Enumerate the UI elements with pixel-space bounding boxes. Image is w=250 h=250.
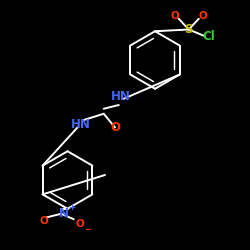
Text: −: − [84,225,91,234]
Text: HN: HN [111,90,131,103]
Text: Cl: Cl [202,30,215,43]
Text: O: O [40,216,48,226]
Text: N: N [59,207,69,220]
Text: O: O [76,219,84,229]
Text: HN: HN [71,118,91,132]
Text: S: S [184,23,193,36]
Text: +: + [68,203,75,212]
Text: O: O [110,121,120,134]
Text: O: O [198,11,207,21]
Text: O: O [170,11,179,21]
